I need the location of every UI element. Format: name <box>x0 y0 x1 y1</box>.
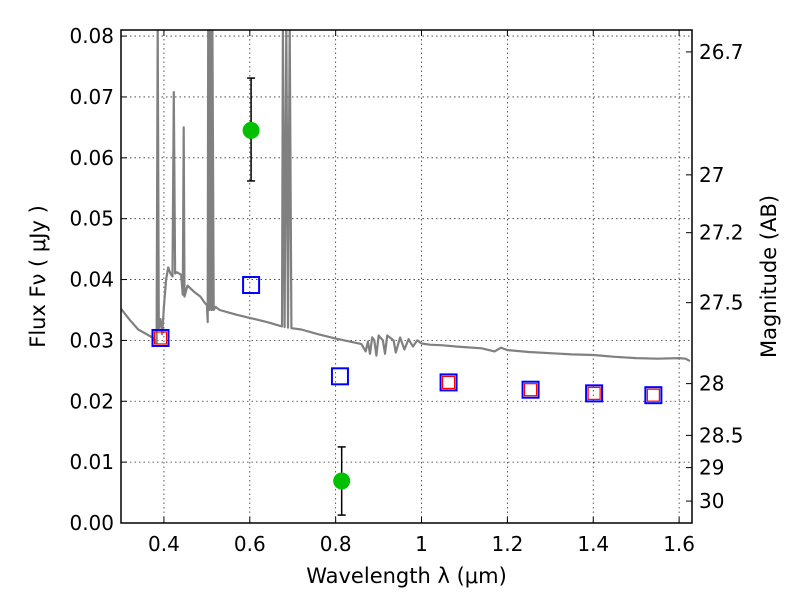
photometry-layer <box>151 77 663 516</box>
model-point-blue <box>151 328 170 347</box>
y-tick-label: 0.06 <box>69 146 114 170</box>
y-tick-label: 0.02 <box>69 389 114 413</box>
right-tick-label: 28 <box>699 372 724 396</box>
grid <box>121 30 692 524</box>
right-axis-label: Magnitude (AB) <box>757 195 781 358</box>
observed-point <box>333 472 351 490</box>
template-sed-layer <box>121 30 691 363</box>
y-tick-label: 0.07 <box>69 85 114 109</box>
x-axis-label: Wavelength λ (μm) <box>306 564 507 588</box>
x-tick-label: 1 <box>415 532 428 556</box>
model-point-red <box>587 386 601 400</box>
model-point-blue <box>439 373 458 392</box>
x-tick-label: 1.6 <box>663 532 695 556</box>
y-tick-label: 0.08 <box>69 24 114 48</box>
right-tick-label: 27.5 <box>699 291 744 315</box>
right-tick-label: 27.2 <box>699 221 744 245</box>
model-point-blue <box>585 384 604 403</box>
y-tick-label: 0.05 <box>69 207 114 231</box>
axis-ticks: 0.4 0.6 0.8 1 1.2 1.4 1.6 0.00 0.01 0.02 0.03 0.04 0… <box>69 24 743 556</box>
y-tick-label: 0.04 <box>69 268 114 292</box>
model-point-red <box>523 383 538 397</box>
model-point-red <box>441 375 456 390</box>
template-sed-line <box>121 30 691 363</box>
model-point-red <box>153 331 168 345</box>
y-tick-label: 0.03 <box>69 328 114 352</box>
right-tick-label: 28.5 <box>699 423 744 447</box>
x-tick-label: 0.6 <box>234 532 266 556</box>
model-point-blue <box>644 386 663 405</box>
x-tick-label: 1.4 <box>577 532 609 556</box>
right-tick-label: 27 <box>699 163 724 187</box>
x-tick-label: 1.2 <box>491 532 523 556</box>
y-tick-label: 0.01 <box>69 450 114 474</box>
right-tick-label: 29 <box>699 456 724 480</box>
x-tick-label: 0.4 <box>148 532 180 556</box>
model-point-blue <box>242 276 261 295</box>
y-axis-label: Flux Fν ( μJy ) <box>26 205 50 348</box>
model-point-red <box>646 388 660 402</box>
model-point-blue <box>330 367 349 386</box>
model-point-blue <box>521 380 540 399</box>
observed-point <box>242 121 260 139</box>
right-tick-label: 30 <box>699 489 724 513</box>
plot-frame <box>120 29 693 524</box>
y-tick-label: 0.00 <box>69 511 114 535</box>
right-tick-label: 26.7 <box>699 40 744 64</box>
x-tick-label: 0.8 <box>320 532 352 556</box>
